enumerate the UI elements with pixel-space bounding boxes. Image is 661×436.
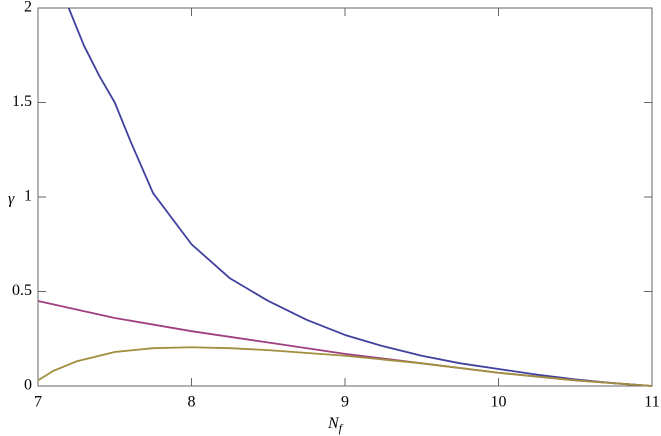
y-tick-label: 0 bbox=[24, 377, 32, 394]
line-series bbox=[37, 346, 653, 387]
line-series bbox=[67, 7, 653, 387]
y-tick-label: 1.5 bbox=[12, 93, 32, 110]
x-tick-label: 11 bbox=[644, 394, 659, 411]
y-axis-label: γ bbox=[8, 191, 15, 208]
y-tick-label: 2 bbox=[24, 0, 32, 16]
x-tick-label: 7 bbox=[34, 394, 42, 411]
y-tick-label: 1 bbox=[24, 188, 32, 205]
x-axis-label: Nf bbox=[327, 415, 344, 435]
x-tick-label: 9 bbox=[341, 394, 349, 411]
frame bbox=[37, 7, 653, 387]
x-axis-label-sub: f bbox=[339, 421, 344, 435]
x-axis-label-main: N bbox=[327, 415, 340, 432]
x-tick-label: 10 bbox=[491, 394, 507, 411]
x-tick-label: 8 bbox=[188, 394, 196, 411]
y-tick-label: 0.5 bbox=[12, 282, 32, 299]
line-series bbox=[37, 300, 653, 387]
